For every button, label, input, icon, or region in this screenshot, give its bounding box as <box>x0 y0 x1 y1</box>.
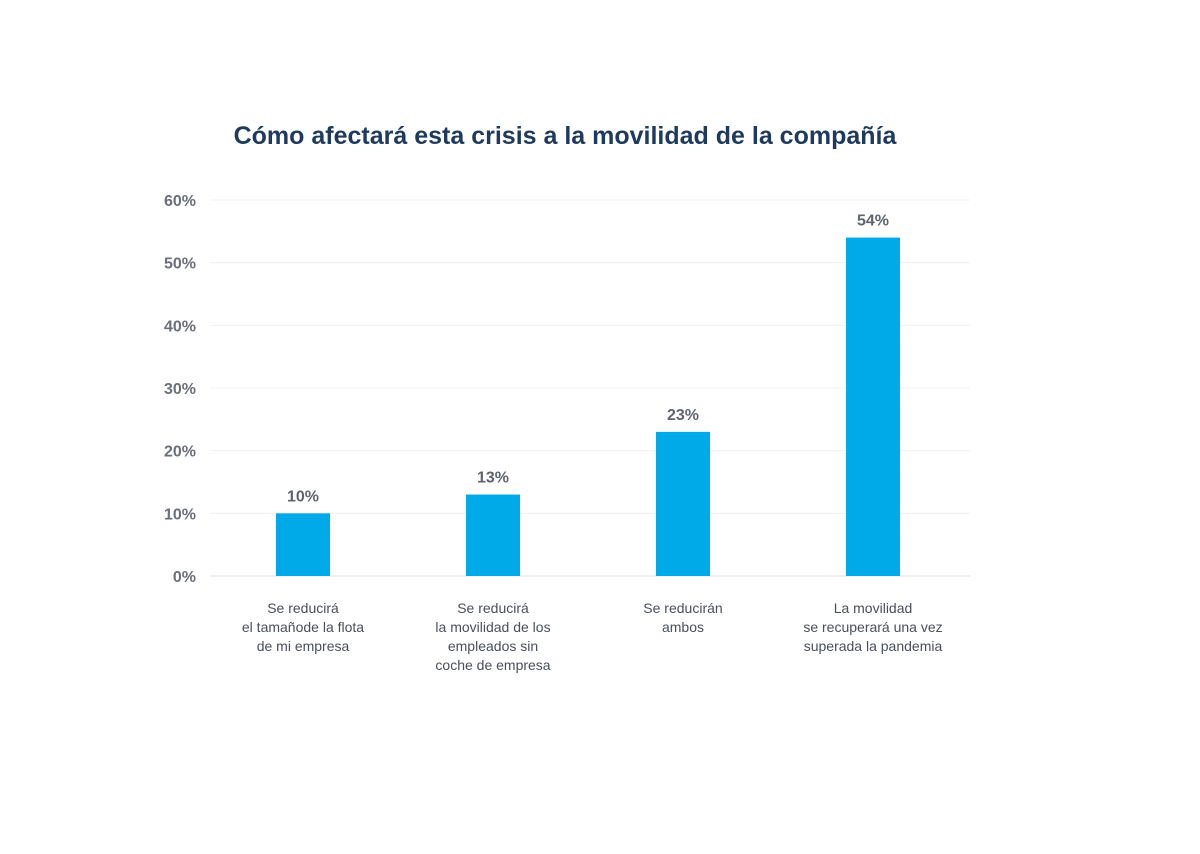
data-label: 54% <box>857 213 889 230</box>
data-label: 13% <box>477 470 509 487</box>
y-tick-label: 50% <box>164 256 196 273</box>
x-tick-label: Se reducirán ambos <box>643 600 722 635</box>
x-tick-label: Se reducirá la movilidad de los empleados … <box>435 600 550 673</box>
x-tick-label: Se reducirá el tamañode la flota de mi emp… <box>242 600 364 654</box>
data-label: 10% <box>287 488 319 505</box>
data-label: 23% <box>667 407 699 424</box>
y-tick-label: 60% <box>164 193 196 210</box>
x-tick-label: La movilidad se recuperará una vez superad… <box>803 600 942 654</box>
chart-title: Cómo afectará esta crisis a la movilidad… <box>233 122 897 150</box>
bar <box>466 494 520 576</box>
bar <box>276 513 330 576</box>
y-tick-label: 10% <box>164 506 196 523</box>
y-tick-label: 40% <box>164 318 196 335</box>
bar <box>846 237 900 576</box>
bar <box>656 431 710 576</box>
y-tick-label: 0% <box>173 569 196 586</box>
y-tick-label: 30% <box>164 381 196 398</box>
y-tick-label: 20% <box>164 444 196 461</box>
